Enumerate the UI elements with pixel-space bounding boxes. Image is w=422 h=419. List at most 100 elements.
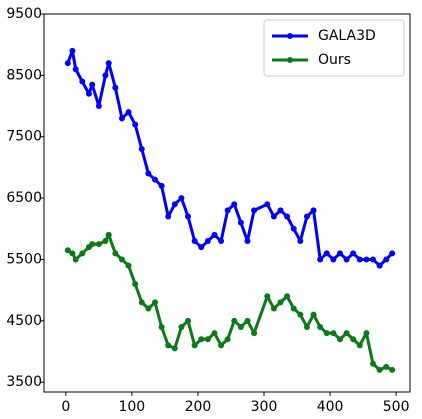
point xyxy=(185,213,192,220)
legend-marker xyxy=(287,33,293,39)
point xyxy=(323,330,330,337)
legend-label: Ours xyxy=(318,52,351,68)
point xyxy=(138,299,145,306)
point xyxy=(218,342,225,349)
point xyxy=(178,323,185,330)
point xyxy=(118,256,125,263)
point xyxy=(171,345,178,352)
point xyxy=(145,305,152,312)
point xyxy=(112,250,119,257)
point xyxy=(211,231,218,238)
y-tick-label: 6500 xyxy=(6,190,42,206)
point xyxy=(198,336,205,343)
point xyxy=(237,323,244,330)
point xyxy=(89,81,96,88)
x-tick-label: 400 xyxy=(317,399,344,415)
point xyxy=(79,78,86,85)
point xyxy=(297,238,304,245)
point xyxy=(376,366,383,373)
point xyxy=(284,293,291,300)
point xyxy=(343,256,350,263)
point xyxy=(158,323,165,330)
point xyxy=(303,213,310,220)
x-tick-label: 500 xyxy=(383,399,410,415)
point xyxy=(85,90,92,97)
point xyxy=(64,247,71,254)
y-tick-label: 4500 xyxy=(6,313,42,329)
point xyxy=(251,207,258,214)
point xyxy=(102,238,109,245)
point xyxy=(178,195,185,202)
point xyxy=(251,330,258,337)
point xyxy=(323,250,330,257)
point xyxy=(317,256,324,263)
point xyxy=(270,305,277,312)
point xyxy=(125,262,132,269)
point xyxy=(350,336,357,343)
point xyxy=(165,342,172,349)
point xyxy=(112,84,119,91)
point xyxy=(105,231,112,238)
point xyxy=(264,293,271,300)
point xyxy=(277,207,284,214)
point xyxy=(389,250,396,257)
point xyxy=(303,323,310,330)
point xyxy=(297,311,304,318)
point xyxy=(376,262,383,269)
point xyxy=(218,238,225,245)
point xyxy=(310,207,317,214)
point xyxy=(330,256,337,263)
point xyxy=(231,201,238,208)
axes-frame xyxy=(43,13,411,393)
point xyxy=(72,66,79,73)
y-tick-label: 5500 xyxy=(6,251,42,267)
point xyxy=(330,330,337,337)
point xyxy=(363,256,370,263)
point xyxy=(151,176,158,183)
point xyxy=(158,182,165,189)
point xyxy=(244,317,251,324)
point xyxy=(125,109,132,116)
point xyxy=(79,250,86,257)
y-tick-label: 7500 xyxy=(6,129,42,145)
point xyxy=(102,72,109,79)
point xyxy=(244,238,251,245)
point xyxy=(336,250,343,257)
point xyxy=(350,250,357,257)
x-tick-label: 200 xyxy=(185,399,212,415)
point xyxy=(191,238,198,245)
legend-label: GALA3D xyxy=(318,28,376,44)
point xyxy=(290,305,297,312)
point xyxy=(138,146,145,152)
point xyxy=(290,225,297,232)
point xyxy=(89,241,96,248)
point xyxy=(370,360,377,367)
point xyxy=(72,256,79,263)
series-line xyxy=(66,49,394,268)
point xyxy=(224,336,231,343)
point xyxy=(204,336,211,343)
point xyxy=(363,330,370,337)
point xyxy=(132,281,139,287)
point xyxy=(356,256,363,263)
x-tick-label: 100 xyxy=(118,399,145,415)
x-tick-label: 300 xyxy=(251,399,278,415)
point xyxy=(237,219,244,226)
point xyxy=(191,342,198,349)
point xyxy=(165,213,172,220)
y-tick-label: 3500 xyxy=(6,374,42,390)
point xyxy=(151,299,158,306)
point xyxy=(231,317,238,324)
point xyxy=(383,363,390,370)
point xyxy=(383,256,390,263)
point xyxy=(64,60,71,67)
point xyxy=(198,244,205,251)
point xyxy=(95,103,102,110)
point xyxy=(270,213,277,220)
point xyxy=(336,336,343,343)
point xyxy=(69,47,76,54)
point xyxy=(389,366,396,373)
x-tick-label: 0 xyxy=(61,399,70,415)
legend-marker xyxy=(287,57,293,63)
point xyxy=(370,256,377,263)
